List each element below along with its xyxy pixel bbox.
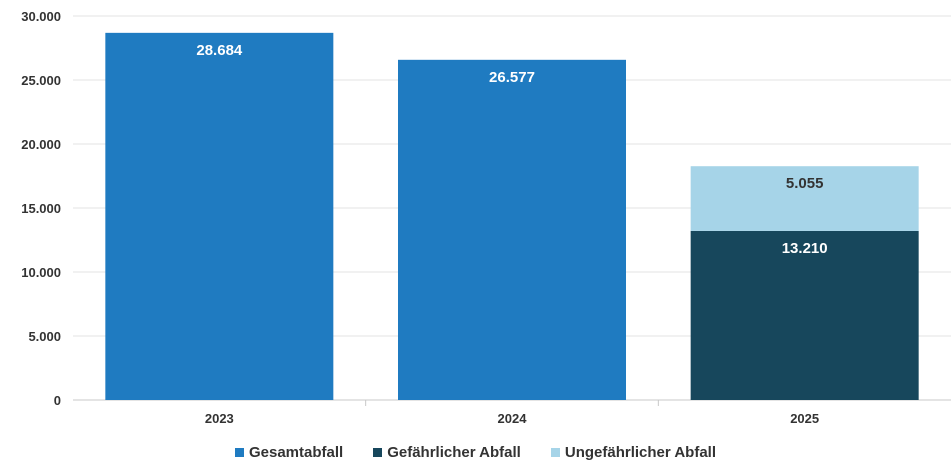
- y-tick-label: 10.000: [21, 265, 61, 280]
- bar: [105, 32, 334, 401]
- y-tick-label: 25.000: [21, 73, 61, 88]
- data-label: 26.577: [489, 69, 535, 86]
- y-tick-label: 15.000: [21, 201, 61, 216]
- legend-label-gefaehrlicher-abfall: Gefährlicher Abfall: [387, 444, 521, 461]
- legend-item-gesamtabfall: Gesamtabfall: [234, 444, 344, 461]
- bar: [398, 59, 626, 401]
- legend-swatch-gesamtabfall: [234, 448, 244, 457]
- data-label: 13.210: [782, 240, 828, 257]
- bar: [690, 230, 919, 400]
- y-tick-label: 0: [54, 393, 61, 408]
- y-tick-label: 30.000: [21, 9, 61, 24]
- legend-label-ungefaehrlicher-abfall: Ungefährlicher Abfall: [564, 444, 716, 461]
- legend: Gesamtabfall Gefährlicher Abfall Ungefäh…: [0, 444, 951, 461]
- legend-swatch-gefaehrlicher-abfall: [373, 448, 383, 457]
- data-label: 5.055: [786, 175, 824, 192]
- y-tick-label: 5.000: [28, 329, 61, 344]
- legend-swatch-ungefaehrlicher-abfall: [550, 448, 560, 457]
- x-tick-label: 2025: [790, 411, 819, 426]
- legend-item-ungefaehrlicher-abfall: Ungefährlicher Abfall: [550, 444, 716, 461]
- data-label: 28.684: [196, 42, 243, 59]
- bar: [690, 166, 919, 231]
- x-tick-label: 2023: [205, 411, 234, 426]
- legend-item-gefaehrlicher-abfall: Gefährlicher Abfall: [373, 444, 521, 461]
- y-tick-label: 20.000: [21, 137, 61, 152]
- x-tick-label: 2024: [498, 411, 528, 426]
- legend-label-gesamtabfall: Gesamtabfall: [248, 444, 344, 461]
